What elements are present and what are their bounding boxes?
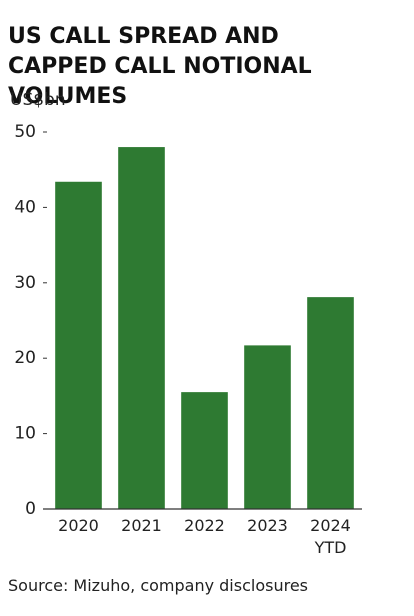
y-tick-label: 10	[14, 424, 36, 444]
x-tick-label: 2024 YTD	[310, 516, 351, 557]
chart-title: US CALL SPREAD AND CAPPED CALL NOTIONAL …	[8, 24, 312, 109]
x-tick-label: 2023	[247, 516, 288, 535]
bar	[307, 297, 354, 509]
y-tick-label: 0	[25, 499, 36, 519]
y-tick-label: 30	[14, 273, 36, 293]
y-tick-label: 20	[14, 348, 36, 368]
x-tick-label: 2020	[58, 516, 99, 535]
y-axis-label: US$bn	[10, 90, 66, 110]
y-tick-label: 50	[14, 122, 36, 142]
x-tick-label: 2021	[121, 516, 162, 535]
source: Source: Mizuho, company disclosures	[8, 576, 308, 595]
bar	[118, 147, 165, 509]
y-tick-label: 40	[14, 197, 36, 217]
x-tick-label: 2022	[184, 516, 225, 535]
bar	[181, 392, 228, 509]
bar	[55, 181, 102, 509]
bar	[244, 345, 291, 509]
